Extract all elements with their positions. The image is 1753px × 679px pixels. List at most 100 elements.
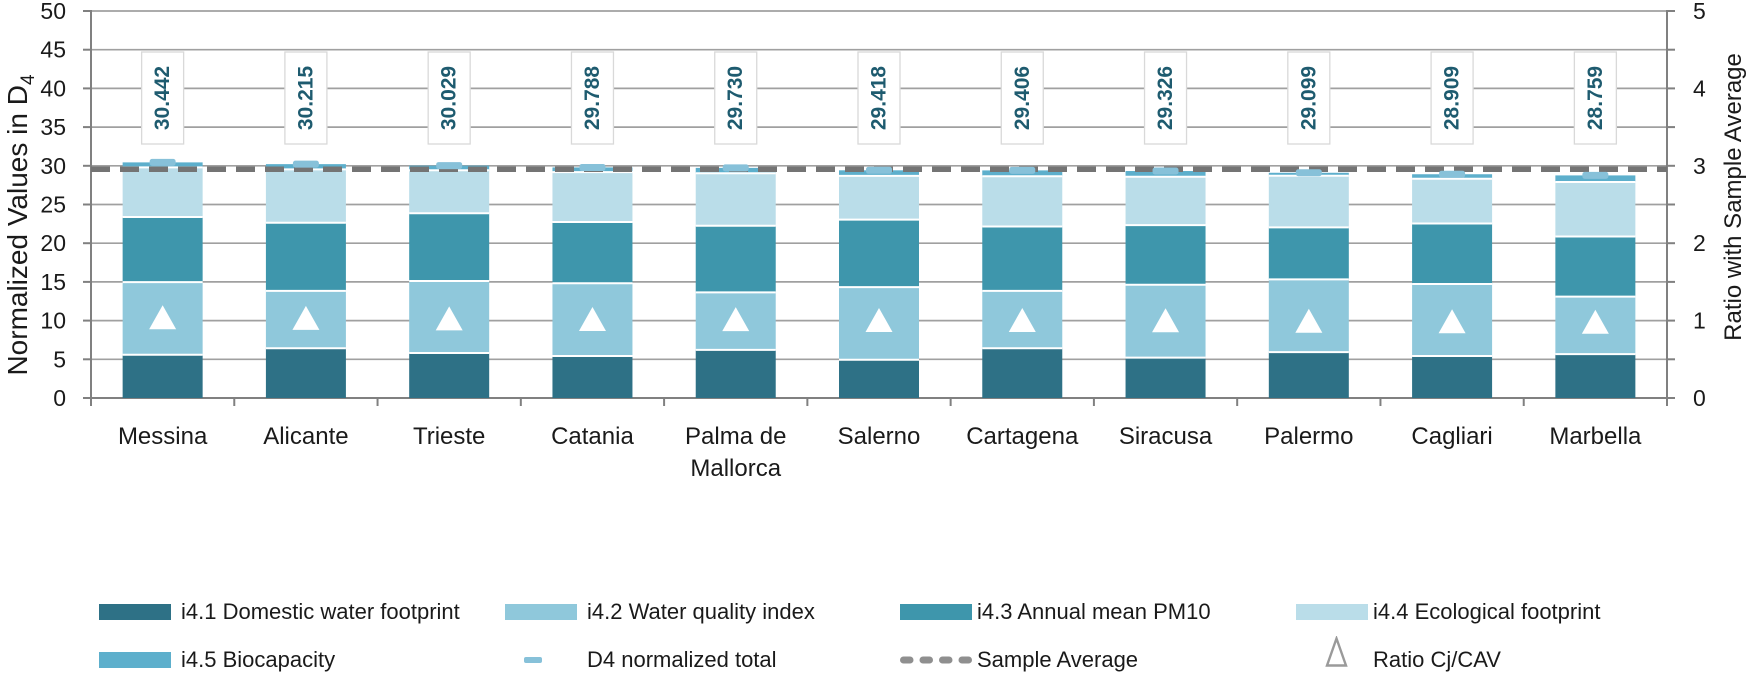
data-label-value: 29.730	[724, 66, 747, 130]
data-label-box	[570, 51, 615, 145]
bar-segment-3	[552, 221, 633, 284]
bar-segment-4	[982, 176, 1063, 227]
bar-segment-3	[122, 216, 203, 283]
left-axis-tick-label: 25	[40, 192, 66, 218]
bar-segment-1	[982, 348, 1063, 398]
data-label-box	[1143, 51, 1188, 145]
bar-segment-1	[265, 348, 346, 398]
category-label: Palma de	[685, 423, 786, 450]
legend-label: i4.4 Ecological footprint	[1373, 599, 1601, 624]
legend-label: i4.5 Biocapacity	[181, 647, 336, 672]
d4-total-marker	[866, 166, 892, 174]
legend-marker-dashed-line	[900, 656, 972, 664]
left-axis-tick-label: 5	[53, 346, 66, 372]
bar-segment-1	[1555, 354, 1636, 398]
ratio-marker-triangle	[1438, 309, 1466, 334]
bar-segment-1	[1412, 355, 1493, 398]
ratio-marker-triangle	[1581, 309, 1609, 334]
d4-total-marker	[1009, 166, 1036, 174]
data-label-value: 30.029	[438, 66, 461, 130]
ratio-marker-triangle	[722, 307, 750, 332]
legend-label: Sample Average	[977, 647, 1139, 672]
category-label: Messina	[118, 423, 208, 450]
data-label-value: 29.099	[1297, 66, 1320, 130]
bar-cagliari	[1412, 174, 1493, 398]
ratio-marker-triangle	[578, 306, 606, 331]
bar-segment-1	[1125, 357, 1206, 398]
legend-marker-rect	[900, 604, 972, 620]
ratio-marker-triangle	[1008, 307, 1036, 332]
bar-segment-4	[1268, 175, 1349, 228]
data-label-box	[427, 51, 471, 145]
bar-segment-3	[982, 226, 1063, 291]
bar-segment-1	[552, 355, 633, 398]
left-axis-title-subscript: 4	[17, 74, 39, 86]
ratio-marker-triangle	[1152, 308, 1180, 333]
bar-cartagena	[982, 170, 1063, 398]
d4-total-marker	[579, 163, 606, 171]
ratio-marker-triangle	[292, 305, 320, 330]
category-label: Alicante	[263, 423, 348, 450]
bar-segment-4	[695, 173, 776, 226]
bar-segment-4	[265, 169, 346, 223]
data-label-box	[284, 51, 328, 145]
d4-total-marker	[292, 160, 319, 168]
left-axis-tick-label: 20	[40, 230, 66, 256]
right-axis-tick-label: 2	[1693, 230, 1706, 256]
bar-alicante	[265, 164, 346, 398]
bar-segment-3	[1412, 223, 1493, 284]
bar-segment-1	[1268, 352, 1349, 398]
bar-segment-3	[1125, 225, 1206, 285]
bar-segment-3	[1268, 227, 1349, 280]
bar-segment-3	[695, 225, 776, 293]
d4-total-marker	[436, 162, 463, 170]
bar-palermo	[1268, 172, 1349, 398]
legend-marker-triangle-outline	[1325, 636, 1348, 667]
data-label-value: 30.215	[294, 66, 317, 131]
bar-segment-1	[409, 352, 490, 398]
left-axis-tick-label: 50	[40, 0, 66, 24]
data-label-box	[1430, 51, 1474, 145]
data-label-value: 28.759	[1584, 66, 1607, 130]
bar-segment-3	[1555, 236, 1636, 297]
bar-segment-4	[409, 170, 490, 214]
bar-salerno	[839, 170, 919, 398]
left-axis-tick-label: 15	[40, 269, 66, 295]
bar-segment-1	[695, 349, 776, 398]
data-label-value: 29.326	[1154, 66, 1177, 130]
legend-marker-rect	[505, 604, 577, 620]
bar-segment-3	[409, 213, 490, 281]
legend-label: i4.1 Domestic water footprint	[181, 599, 460, 624]
bar-segment-1	[122, 354, 203, 398]
bar-segment-4	[122, 167, 203, 217]
bar-segment-1	[839, 359, 919, 398]
bar-segment-3	[839, 219, 919, 288]
bar-siracusa	[1125, 171, 1206, 398]
data-label-box	[1000, 51, 1044, 145]
bar-messina	[122, 162, 203, 398]
d4-total-marker	[1152, 167, 1179, 175]
data-label-value: 29.788	[581, 66, 604, 131]
right-axis-tick-label: 5	[1693, 0, 1706, 24]
bar-segment-4	[552, 172, 633, 222]
category-label: Siracusa	[1119, 423, 1213, 450]
left-axis-tick-label: 40	[40, 75, 66, 101]
category-label: Catania	[551, 423, 634, 450]
data-label-box	[140, 51, 185, 145]
category-label: Cartagena	[966, 423, 1079, 450]
ratio-marker-triangle	[865, 307, 893, 332]
right-axis-title: Ratio with Sample Average	[1720, 53, 1747, 341]
legend-marker-dash	[524, 657, 542, 663]
data-label-value: 28.909	[1441, 66, 1464, 130]
bar-segment-3	[265, 222, 346, 291]
d4-total-marker	[1439, 170, 1466, 178]
legend-marker-rect	[1296, 604, 1368, 620]
bar-segment-4	[1555, 182, 1636, 237]
legend-label: i4.2 Water quality index	[587, 599, 815, 624]
left-axis-title-text: Normalized Values in D	[2, 85, 34, 376]
left-axis-title: Normalized Values in D4	[2, 74, 40, 375]
d4-total-marker	[1582, 171, 1609, 179]
bar-marbella	[1555, 175, 1636, 398]
right-axis-tick-label: 1	[1693, 308, 1706, 334]
ratio-marker-triangle	[1295, 308, 1323, 333]
